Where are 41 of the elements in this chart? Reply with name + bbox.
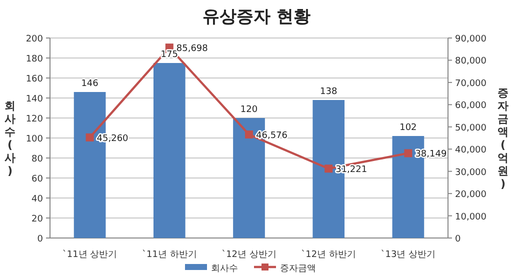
legend-label: 회사수 bbox=[211, 264, 238, 274]
bar bbox=[153, 63, 186, 238]
point bbox=[86, 133, 94, 142]
data-label: 146 bbox=[81, 79, 99, 89]
x-tick-label: `11년 하반기 bbox=[142, 249, 197, 260]
chart-title: 유상증자 현황 bbox=[202, 7, 310, 27]
data-label: 85,698 bbox=[176, 44, 208, 54]
data-label: 102 bbox=[400, 123, 417, 133]
x-tick-label: `11년 상반기 bbox=[62, 249, 118, 260]
y-tick-label: 200 bbox=[26, 34, 44, 44]
y2-tick-label: 10,000 bbox=[455, 212, 487, 222]
y-tick-label: 0 bbox=[37, 234, 44, 244]
y-tick-label: 80 bbox=[32, 154, 44, 164]
y2-tick-label: 70,000 bbox=[455, 78, 487, 89]
y2-axis-title: 증자금액(억원) bbox=[498, 86, 508, 190]
data-label: 120 bbox=[240, 105, 258, 115]
y2-tick-label: 40,000 bbox=[455, 146, 487, 156]
y-tick-label: 120 bbox=[26, 114, 44, 124]
legend-label: 증자금액 bbox=[280, 264, 316, 274]
y-tick-label: 60 bbox=[32, 174, 44, 184]
y-tick-label: 180 bbox=[26, 54, 44, 64]
point bbox=[245, 130, 253, 138]
y2-tick-label: 0 bbox=[455, 234, 461, 244]
y-tick-label: 100 bbox=[26, 134, 44, 144]
y-tick-label: 140 bbox=[26, 94, 44, 104]
y-tick-label: 20 bbox=[32, 214, 44, 224]
x-tick-label: `12년 상반기 bbox=[222, 249, 276, 260]
data-label: 138 bbox=[320, 87, 338, 97]
point bbox=[324, 164, 333, 173]
y2-tick-label: 90,000 bbox=[455, 34, 487, 44]
x-tick-label: `12년 하반기 bbox=[301, 249, 356, 260]
y-tick-label: 160 bbox=[26, 74, 44, 84]
y-axis-title: 회사수(사) bbox=[4, 100, 16, 178]
x-tick-label: `13년 상반기 bbox=[380, 249, 436, 260]
y2-tick-label: 50,000 bbox=[455, 123, 487, 134]
y2-tick-label: 20,000 bbox=[455, 190, 487, 200]
y-tick-label: 40 bbox=[32, 194, 44, 204]
y2-tick-label: 60,000 bbox=[455, 101, 487, 112]
y2-tick-label: 80,000 bbox=[455, 56, 487, 67]
point bbox=[404, 149, 412, 158]
y2-tick-label: 30,000 bbox=[455, 168, 487, 178]
